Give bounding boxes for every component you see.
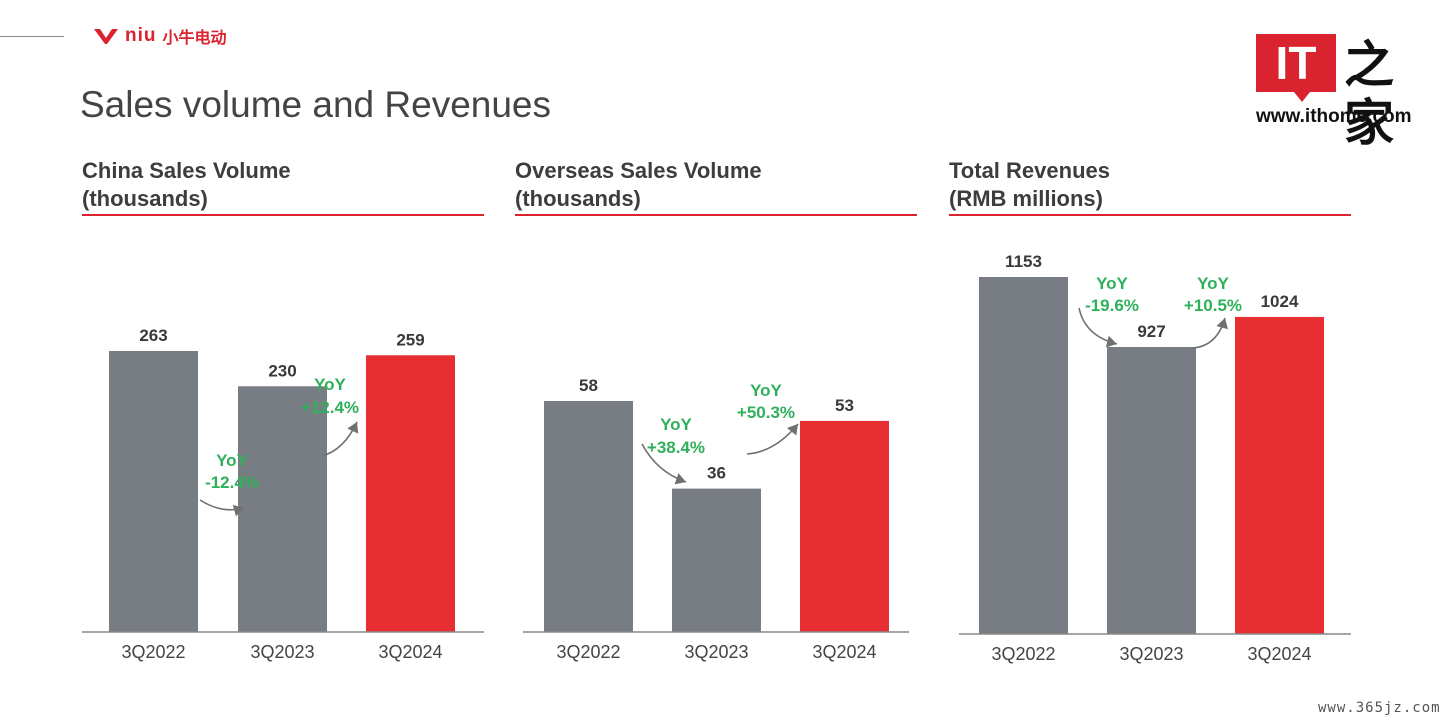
x-tick-label: 3Q2024 xyxy=(812,642,876,662)
panel-china-sales: China Sales Volume (thousands) 263 3Q2022… xyxy=(82,152,486,682)
yoy-arrow-icon xyxy=(1078,307,1118,348)
bar-value-label: 1024 xyxy=(1261,292,1299,311)
it-url: www.ithome.com xyxy=(1256,106,1412,127)
arrow-head-icon xyxy=(1216,318,1229,330)
yoy-value: +12.4% xyxy=(301,398,359,417)
yoy-label: YoY xyxy=(1197,274,1229,293)
bar xyxy=(1107,346,1196,634)
panel-title-line1: Total Revenues xyxy=(949,158,1110,183)
panel-title-line2: (RMB millions) xyxy=(949,186,1103,211)
panel-overseas-sales: Overseas Sales Volume (thousands) 58 3Q20… xyxy=(515,152,919,682)
top-rule xyxy=(0,36,64,37)
yoy-arrow-icon xyxy=(199,499,245,517)
bar xyxy=(800,420,889,632)
yoy-label: YoY xyxy=(216,451,248,470)
yoy-value: +10.5% xyxy=(1184,296,1242,315)
yoy-label: YoY xyxy=(750,381,782,400)
yoy-arrow-icon xyxy=(641,443,687,485)
footer-watermark: www.365jz.com xyxy=(1318,700,1440,716)
overseas-sales-chart: 58 3Q2022 36 3Q2023 53 3Q2024 YoY +38.4% YoY +50.… xyxy=(523,376,909,662)
x-tick-label: 3Q2024 xyxy=(1247,644,1311,664)
bar-value-label: 36 xyxy=(707,464,726,483)
total-revenues-chart: 1153 3Q2022 927 3Q2023 1024 3Q2024 YoY -19.6% Yo… xyxy=(959,252,1351,664)
x-tick-label: 3Q2024 xyxy=(378,642,442,662)
x-tick-label: 3Q2023 xyxy=(684,642,748,662)
bar xyxy=(1235,316,1324,634)
title-underline xyxy=(82,214,484,216)
yoy-value: -19.6% xyxy=(1085,296,1139,315)
bar xyxy=(672,488,761,632)
x-tick-label: 3Q2023 xyxy=(1119,644,1183,664)
bar-value-label: 58 xyxy=(579,376,598,395)
slide-title: Sales volume and Revenues xyxy=(80,84,552,125)
yoy-label: YoY xyxy=(1096,274,1128,293)
bar xyxy=(238,386,327,632)
yoy-arrow-icon xyxy=(746,423,799,455)
bar-value-label: 927 xyxy=(1137,322,1165,341)
arrow-head-icon xyxy=(232,504,244,517)
it-cn-text: 之家 xyxy=(1344,35,1394,152)
panel-title-line1: China Sales Volume xyxy=(82,158,291,183)
arrow-head-icon xyxy=(347,422,359,434)
yoy-arrow-icon xyxy=(1192,317,1229,349)
x-tick-label: 3Q2022 xyxy=(121,642,185,662)
panel-title-line2: (thousands) xyxy=(515,186,641,211)
arrow-head-icon xyxy=(787,424,798,436)
yoy-label: YoY xyxy=(660,415,692,434)
panel-total-revenues: Total Revenues (RMB millions) 1153 3Q2022… xyxy=(949,152,1353,682)
yoy-value: -12.4% xyxy=(205,473,259,492)
yoy-value: +50.3% xyxy=(737,403,795,422)
yoy-value: +38.4% xyxy=(647,438,705,457)
panel-title-line2: (thousands) xyxy=(82,186,208,211)
it-badge: IT xyxy=(1256,34,1336,92)
bar xyxy=(544,401,633,632)
yoy-arrow-icon xyxy=(321,421,359,457)
bar-value-label: 259 xyxy=(396,330,424,349)
panel-title-line1: Overseas Sales Volume xyxy=(515,158,762,183)
brand-logo: niu 小牛电动 xyxy=(93,24,227,48)
title-underline xyxy=(949,214,1351,216)
ithome-watermark: IT 之家 www.ithome.com xyxy=(1256,34,1426,152)
yoy-label: YoY xyxy=(314,375,346,394)
bar-value-label: 1153 xyxy=(1005,252,1042,271)
bar-value-label: 263 xyxy=(139,326,167,345)
title-underline xyxy=(515,214,917,216)
china-sales-chart: 263 3Q2022 230 3Q2023 259 3Q2024 YoY -12.4% YoY +… xyxy=(82,326,484,662)
brand-logo-text: niu xyxy=(125,25,157,46)
bar-value-label: 53 xyxy=(835,396,854,415)
panel-title: Overseas Sales Volume (thousands) xyxy=(515,157,762,213)
x-tick-label: 3Q2022 xyxy=(991,644,1055,664)
brand-name-cn: 小牛电动 xyxy=(162,30,227,47)
bar xyxy=(366,355,455,632)
bar xyxy=(979,277,1068,634)
niu-logo-icon xyxy=(94,29,118,44)
bar-value-label: 230 xyxy=(268,361,296,380)
x-tick-label: 3Q2023 xyxy=(250,642,314,662)
bar xyxy=(109,351,198,632)
speech-tail-icon xyxy=(1294,92,1310,102)
panel-title: Total Revenues (RMB millions) xyxy=(949,157,1110,213)
x-tick-label: 3Q2022 xyxy=(556,642,620,662)
arrow-head-icon xyxy=(1105,335,1117,348)
panel-title: China Sales Volume (thousands) xyxy=(82,157,291,213)
arrow-head-icon xyxy=(674,473,686,485)
